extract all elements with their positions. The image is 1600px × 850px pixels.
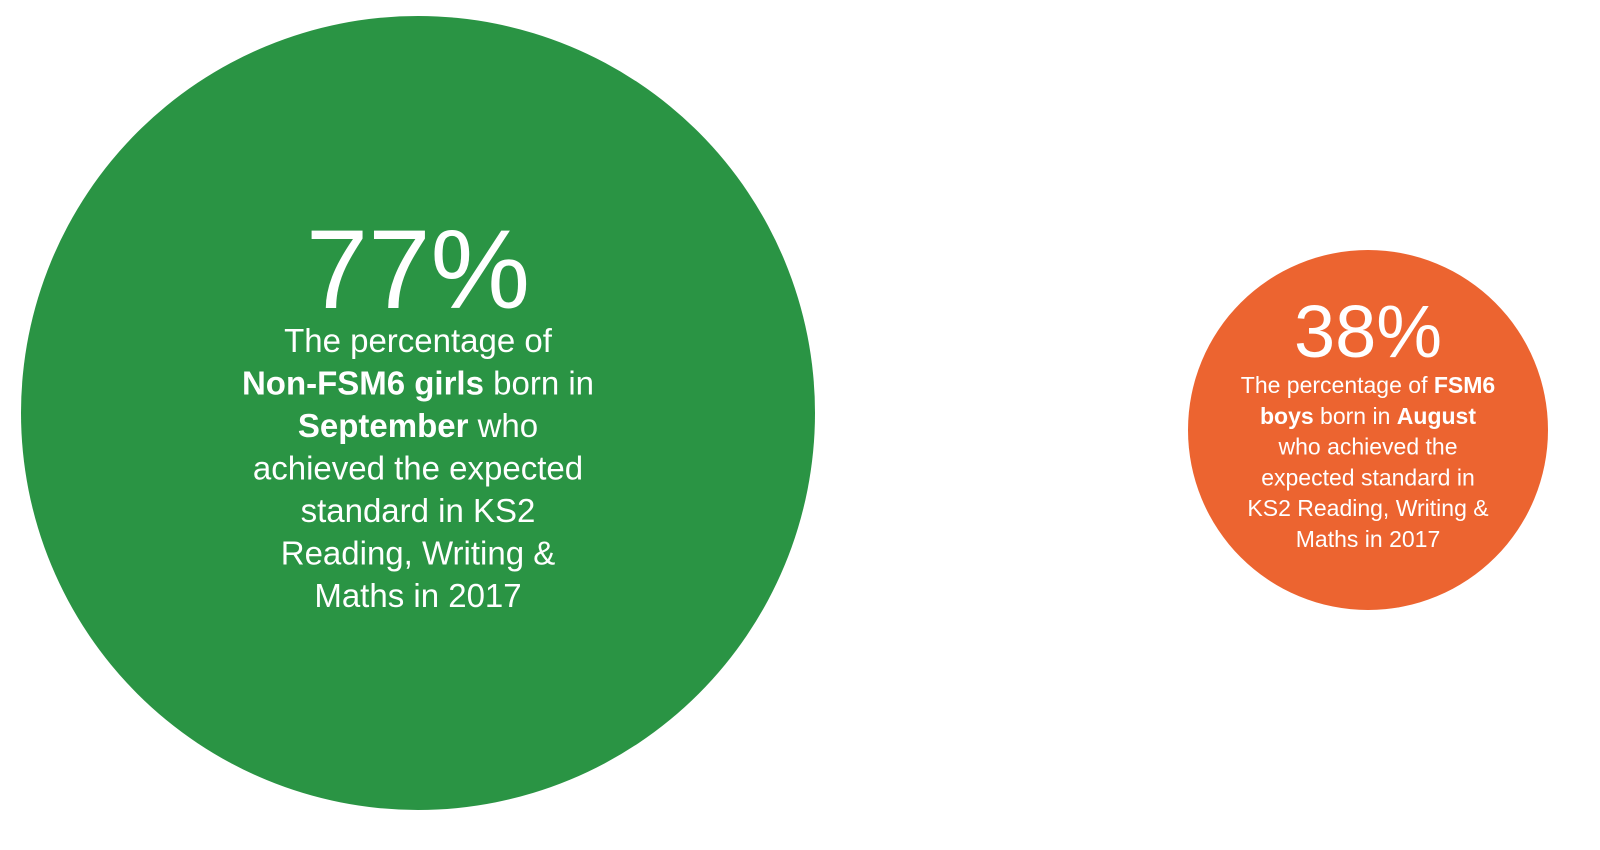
- description-line: KS2 Reading, Writing &: [1247, 495, 1488, 521]
- text-run: who: [468, 407, 538, 444]
- description-line: Maths in 2017: [1296, 526, 1440, 552]
- text-run: The percentage of: [1241, 372, 1434, 398]
- description-line: Non-FSM6 girls born in: [242, 365, 594, 402]
- text-run: born in: [1314, 403, 1397, 429]
- text-run: Maths in 2017: [314, 577, 521, 614]
- percentage: 38%: [1294, 290, 1442, 373]
- text-run: born in: [484, 365, 594, 402]
- text-run: KS2 Reading, Writing &: [1247, 495, 1488, 521]
- text-run: FSM6: [1434, 372, 1495, 398]
- text-run: Reading, Writing &: [281, 535, 556, 572]
- description-line: expected standard in: [1261, 464, 1475, 490]
- description-line: who achieved the: [1277, 434, 1457, 460]
- description-line: standard in KS2: [301, 492, 536, 529]
- text-run: September: [298, 407, 469, 444]
- text-run: August: [1397, 403, 1477, 429]
- orange-bubble: [1188, 250, 1548, 610]
- percentage: 77%: [306, 207, 530, 332]
- description-line: September who: [298, 407, 538, 444]
- text-run: achieved the expected: [253, 450, 583, 487]
- text-run: expected standard in: [1261, 464, 1475, 490]
- text-run: Maths in 2017: [1296, 526, 1440, 552]
- description-line: Maths in 2017: [314, 577, 521, 614]
- description-line: boys born in August: [1260, 403, 1476, 429]
- description-line: Reading, Writing &: [281, 535, 556, 572]
- text-run: who achieved the: [1277, 434, 1457, 460]
- green-bubble: [21, 16, 815, 810]
- description-line: achieved the expected: [253, 450, 583, 487]
- text-run: standard in KS2: [301, 492, 536, 529]
- text-run: The percentage of: [284, 322, 553, 359]
- description-line: The percentage of: [284, 322, 553, 359]
- description-line: The percentage of FSM6: [1241, 372, 1495, 398]
- text-run: Non-FSM6 girls: [242, 365, 484, 402]
- text-run: boys: [1260, 403, 1314, 429]
